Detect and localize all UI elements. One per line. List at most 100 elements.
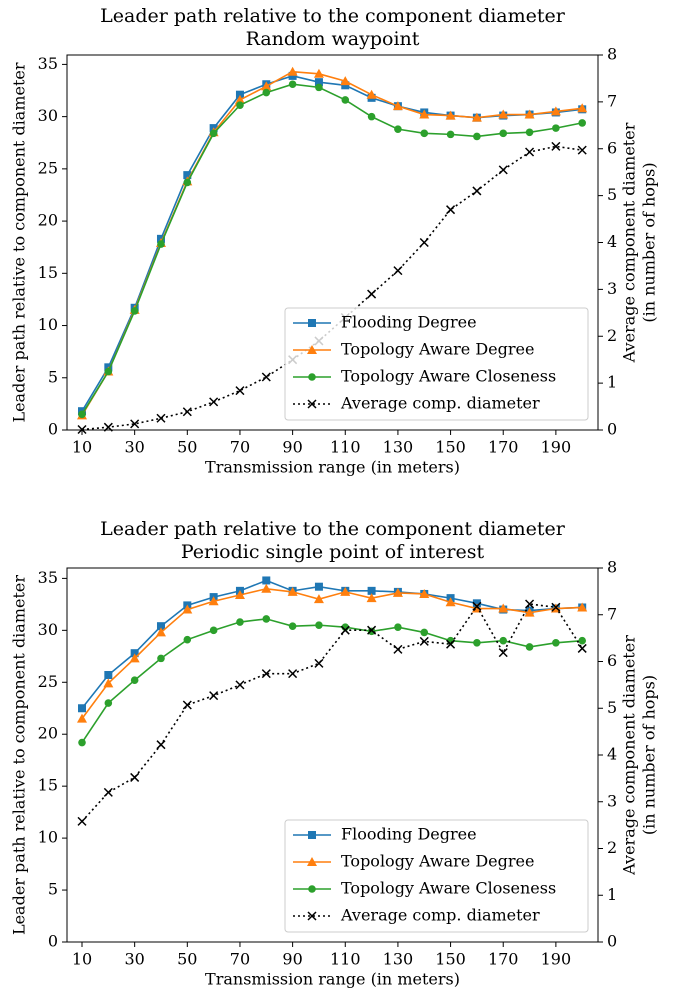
marker — [209, 626, 218, 635]
x-tick-label: 30 — [124, 950, 144, 969]
legend-marker — [308, 373, 316, 381]
legend-marker — [307, 345, 317, 354]
marker — [78, 410, 86, 419]
legend-marker — [307, 857, 317, 866]
marker — [392, 101, 403, 111]
marker — [182, 700, 192, 710]
marker — [473, 639, 481, 647]
marker — [104, 367, 113, 376]
marker — [394, 125, 402, 133]
marker — [524, 607, 535, 617]
marker — [446, 130, 455, 139]
marker — [262, 88, 271, 97]
marker — [367, 112, 376, 121]
y2-tick-label: 0 — [607, 932, 617, 951]
marker — [129, 653, 140, 663]
y2-tick-label: 8 — [607, 558, 617, 577]
marker — [341, 81, 350, 90]
chart-title: Leader path relative to the component di… — [100, 5, 566, 27]
marker — [183, 635, 192, 644]
marker — [473, 132, 481, 141]
y-axis-label: Leader path relative to component diamet… — [10, 575, 29, 935]
y-tick-label: 15 — [38, 263, 58, 282]
marker — [315, 621, 323, 629]
marker — [77, 713, 88, 723]
marker — [341, 96, 350, 104]
y-tick-label: 15 — [38, 776, 58, 795]
y2-tick-label: 1 — [607, 373, 617, 392]
marker — [340, 76, 351, 86]
marker — [472, 186, 482, 196]
x-tick-label: 30 — [124, 438, 144, 457]
marker — [471, 112, 482, 122]
y2-axis-label: Average component diameter — [620, 122, 639, 363]
marker — [208, 596, 219, 606]
marker — [550, 106, 561, 116]
marker — [498, 165, 508, 175]
marker — [367, 586, 376, 595]
legend-marker — [307, 911, 317, 921]
marker — [366, 89, 377, 99]
y2-tick-label: 8 — [607, 45, 617, 64]
marker — [155, 627, 166, 637]
y2-tick-label: 5 — [607, 185, 617, 204]
marker — [578, 119, 587, 127]
y2-tick-label: 2 — [607, 838, 617, 857]
y2-tick-label: 3 — [607, 279, 617, 298]
marker — [552, 124, 560, 132]
y2-tick-label: 4 — [607, 745, 617, 764]
marker — [498, 648, 508, 658]
marker — [78, 738, 86, 747]
y-tick-label: 35 — [38, 54, 58, 73]
marker — [498, 603, 509, 613]
marker — [445, 597, 456, 607]
marker — [524, 109, 535, 119]
y2-axis-label: Average component diameter — [620, 635, 639, 876]
marker — [156, 413, 166, 423]
marker — [393, 644, 403, 654]
marker — [287, 66, 298, 76]
y-tick-label: 0 — [48, 932, 58, 951]
y-axis-label: Leader path relative to component diamet… — [10, 62, 29, 422]
series-line — [81, 618, 583, 743]
y2-tick-label: 3 — [607, 791, 617, 810]
y-tick-label: 0 — [48, 420, 58, 439]
series-line — [81, 75, 583, 412]
y-tick-label: 20 — [38, 211, 58, 230]
marker — [472, 599, 481, 608]
y-tick-label: 35 — [38, 568, 58, 587]
x-tick-label: 70 — [230, 438, 250, 457]
x-tick-label: 190 — [541, 438, 572, 457]
chart-subtitle: Random waypoint — [246, 28, 420, 50]
y2-axis-label: (in number of hops) — [640, 162, 659, 322]
marker — [577, 145, 587, 155]
chart-subtitle: Periodic single point of interest — [181, 541, 485, 563]
marker — [77, 816, 87, 826]
marker — [287, 586, 298, 596]
x-tick-label: 110 — [330, 950, 361, 969]
legend-box — [284, 307, 589, 421]
marker — [552, 639, 560, 647]
marker — [367, 625, 377, 635]
legend-label: Flooding Degree — [341, 825, 477, 844]
marker — [288, 669, 298, 679]
y2-tick-label: 6 — [607, 651, 617, 670]
marker — [419, 237, 429, 248]
marker — [498, 109, 509, 119]
marker — [288, 71, 297, 80]
y-tick-label: 5 — [48, 367, 58, 386]
legend-label: Topology Aware Closeness — [341, 879, 556, 898]
marker — [235, 680, 245, 690]
marker — [578, 636, 587, 645]
legend-box — [284, 819, 589, 933]
marker — [261, 372, 271, 382]
series-line — [81, 579, 583, 709]
marker — [130, 419, 140, 429]
marker — [104, 671, 113, 680]
marker — [261, 669, 271, 679]
marker — [157, 654, 165, 663]
legend-marker — [308, 319, 316, 327]
marker — [103, 678, 114, 688]
y2-tick-label: 1 — [607, 885, 617, 904]
